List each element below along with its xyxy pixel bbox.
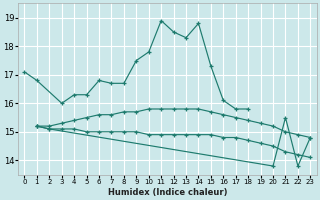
X-axis label: Humidex (Indice chaleur): Humidex (Indice chaleur) [108, 188, 227, 197]
